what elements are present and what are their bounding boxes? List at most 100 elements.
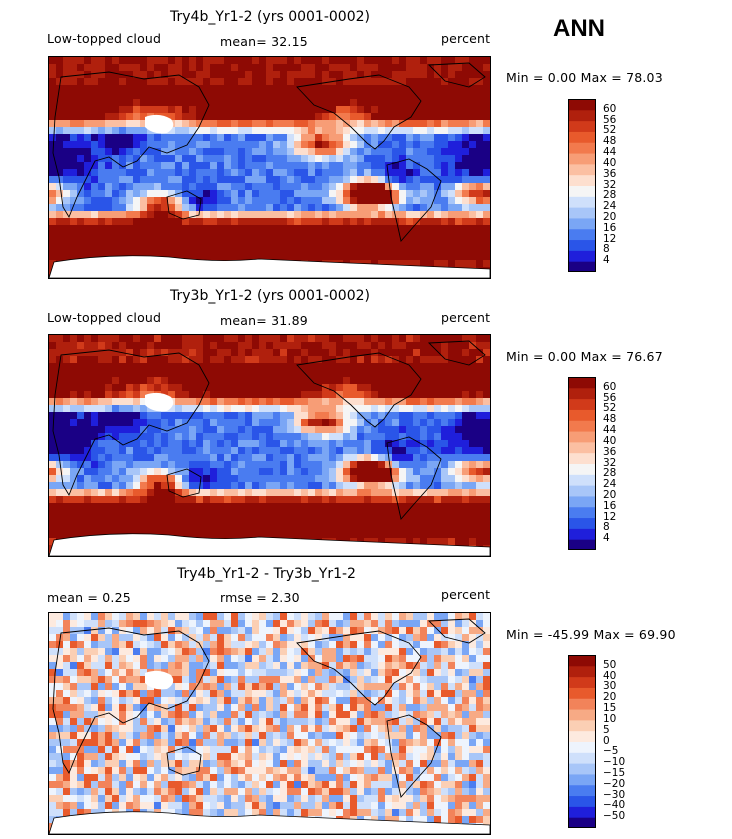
colorbar-swatch (568, 730, 596, 742)
colorbar-swatch (568, 741, 596, 753)
coastline (296, 352, 422, 428)
coastline (427, 618, 486, 644)
map-field (49, 57, 490, 278)
colorbar-tick-label: 52 (603, 124, 617, 137)
panel1-mean: mean= 32.15 (220, 34, 308, 49)
colorbar-swatch (568, 485, 596, 497)
colorbar-tick-label: 40 (603, 156, 617, 169)
colorbar-tick-label: 28 (603, 467, 617, 480)
colorbar-tick-label: 15 (603, 702, 617, 715)
coastline (296, 74, 422, 150)
panel2-map (48, 334, 491, 557)
colorbar-swatch (568, 153, 596, 165)
panel2-variable-label: Low-topped cloud (47, 310, 162, 325)
colorbar-tick-label: 16 (603, 221, 617, 234)
panel1-minmax: Min = 0.00 Max = 78.03 (506, 70, 663, 85)
colorbar-swatch (568, 420, 596, 432)
colorbar-tick-label: 28 (603, 189, 617, 202)
coastline (386, 714, 442, 798)
colorbar-tick-label: 8 (603, 243, 610, 256)
colorbar-tick-label: 5 (603, 723, 610, 736)
panel3-title: Try4b_Yr1-2 - Try3b_Yr1-2 (177, 566, 356, 582)
colorbar-tick-label: −40 (603, 799, 626, 812)
colorbar-swatch (568, 463, 596, 475)
coastline (386, 158, 442, 242)
colorbar-swatch (568, 655, 596, 667)
colorbar-swatch (568, 517, 596, 529)
antarctica-mask (49, 811, 490, 834)
colorbar-tick-label: 4 (603, 254, 610, 267)
panel1-colorbar-svg (568, 99, 596, 273)
colorbar-tick-label: 56 (603, 391, 617, 404)
panel2-map-svg (49, 335, 490, 556)
coastline (427, 340, 486, 366)
colorbar-swatch (568, 163, 596, 176)
panel2-title: Try3b_Yr1-2 (yrs 0001-0002) (170, 288, 370, 304)
colorbar-tick-label: 52 (603, 402, 617, 415)
coastline (427, 62, 486, 88)
colorbar-swatch (568, 409, 596, 421)
panel2-mean: mean= 31.89 (220, 313, 308, 328)
colorbar-swatch (568, 506, 596, 519)
colorbar-tick-label: 4 (603, 532, 610, 545)
colorbar-swatch (568, 698, 596, 710)
panel1-title: Try4b_Yr1-2 (yrs 0001-0002) (170, 9, 370, 25)
colorbar-tick-label: 48 (603, 413, 617, 426)
colorbar-tick-label: 24 (603, 200, 617, 213)
panel3-units: percent (441, 587, 491, 602)
colorbar-swatch (568, 142, 596, 154)
panel3-map (48, 612, 491, 835)
colorbar-swatch (568, 131, 596, 143)
colorbar-tick-label: 16 (603, 499, 617, 512)
colorbar-tick-label: 60 (603, 380, 617, 393)
colorbar-swatch (568, 665, 596, 678)
colorbar-swatch (568, 109, 596, 122)
tibet-mask (145, 392, 174, 412)
panel1-units: percent (441, 31, 491, 46)
colorbar-swatch (568, 719, 596, 732)
season-label: ANN (553, 15, 605, 42)
colorbar-swatch (568, 795, 596, 807)
panel1-colorbar (568, 99, 596, 276)
colorbar-swatch (568, 752, 596, 764)
colorbar-tick-label: −15 (603, 766, 626, 779)
colorbar-tick-label: 36 (603, 445, 617, 458)
colorbar-tick-label: 24 (603, 478, 617, 491)
colorbar-tick-label: 44 (603, 146, 617, 159)
colorbar-tick-label: 36 (603, 167, 617, 180)
colorbar-tick-label: 20 (603, 488, 617, 501)
colorbar-swatch (568, 817, 596, 829)
colorbar-swatch (568, 452, 596, 464)
panel1-map-svg (49, 57, 490, 278)
panel3-colorbar (568, 655, 596, 832)
colorbar-tick-label: 40 (603, 669, 617, 682)
tibet-mask (145, 670, 174, 690)
colorbar-swatch (568, 261, 596, 273)
panel3-rmse: rmse = 2.30 (220, 590, 300, 605)
panel1-map (48, 56, 491, 279)
colorbar-swatch (568, 431, 596, 443)
panel1-variable-label: Low-topped cloud (47, 31, 162, 46)
coastline (166, 190, 202, 220)
colorbar-tick-label: 32 (603, 456, 617, 469)
coastline (52, 71, 210, 219)
colorbar-tick-label: 60 (603, 102, 617, 115)
colorbar-swatch (568, 676, 596, 688)
panel3-mean: mean = 0.25 (47, 590, 131, 605)
colorbar-tick-label: 20 (603, 210, 617, 223)
coastline (52, 627, 210, 775)
colorbar-tick-label: 10 (603, 712, 617, 725)
tibet-mask (145, 114, 174, 134)
colorbar-tick-label: 50 (603, 658, 617, 671)
colorbar-tick-label: 0 (603, 734, 610, 747)
colorbar-tick-label: 8 (603, 521, 610, 534)
colorbar-swatch (568, 687, 596, 699)
panel3-minmax: Min = -45.99 Max = 69.90 (506, 627, 676, 642)
colorbar-swatch (568, 806, 596, 818)
colorbar-swatch (568, 474, 596, 486)
colorbar-swatch (568, 539, 596, 551)
colorbar-swatch (568, 196, 596, 208)
colorbar-tick-label: 44 (603, 424, 617, 437)
panel3-map-svg (49, 613, 490, 834)
colorbar-tick-label: 30 (603, 680, 617, 693)
